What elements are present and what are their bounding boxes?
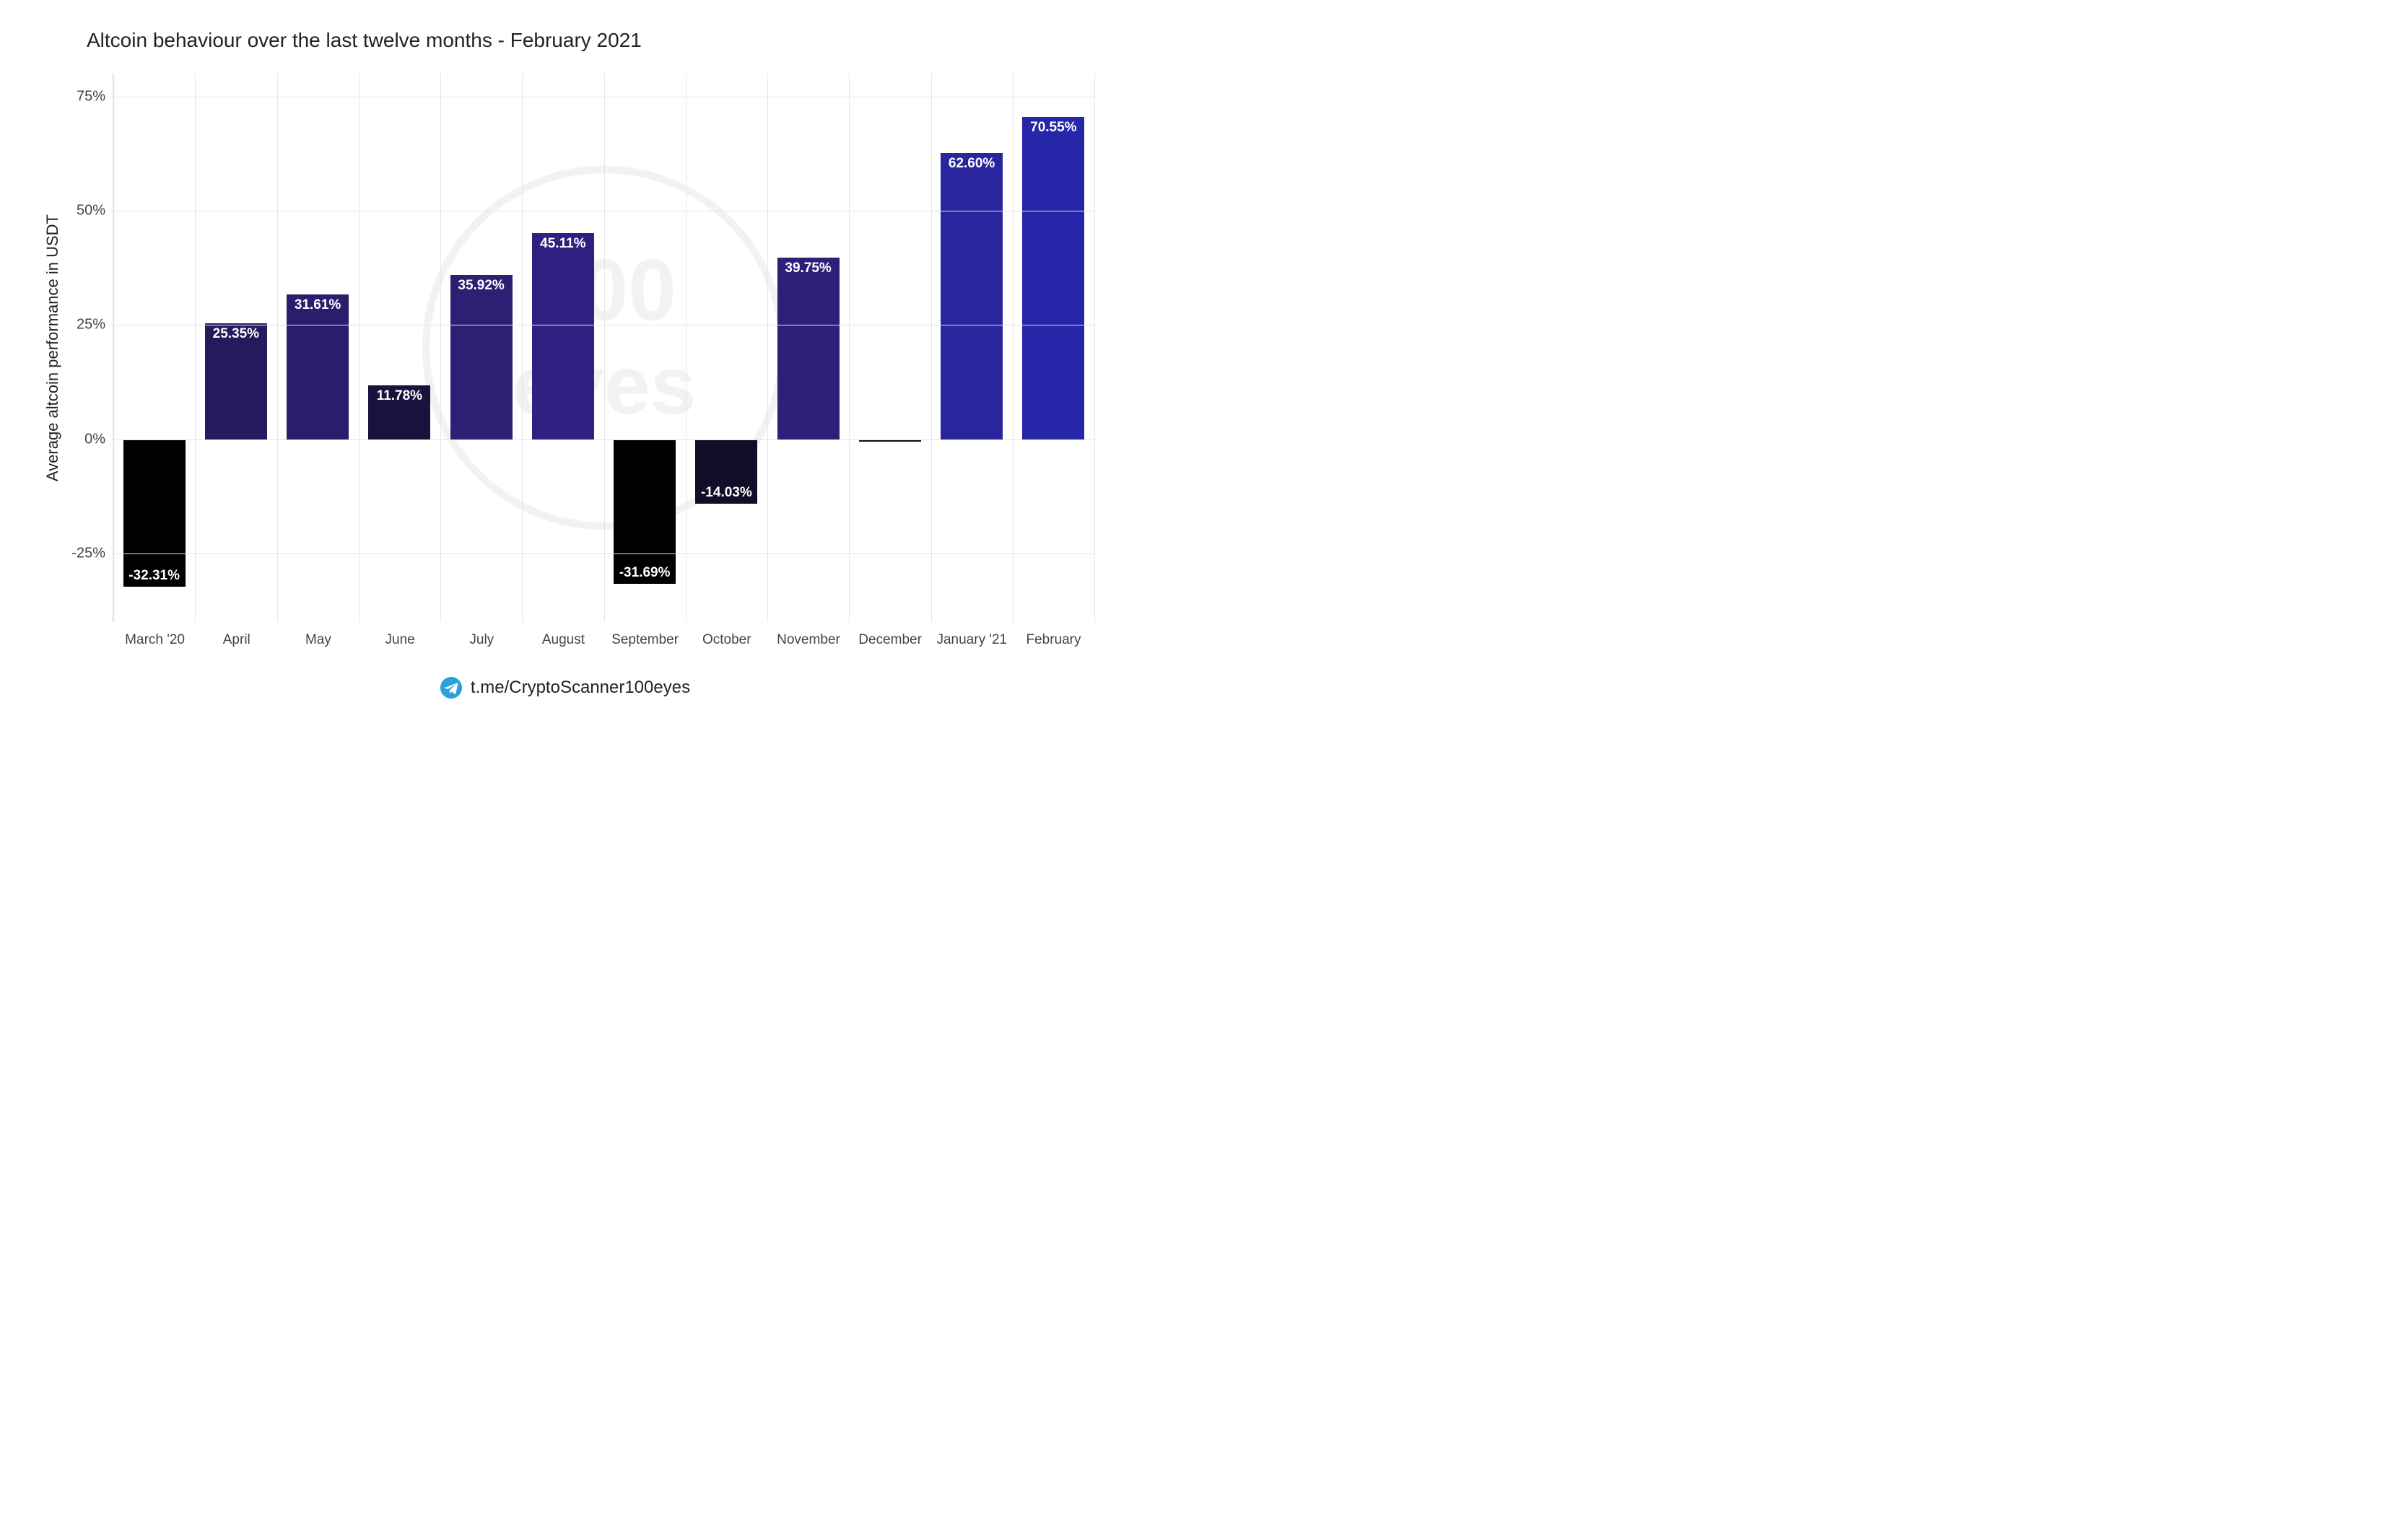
bar-slot: -32.31% xyxy=(113,74,195,622)
bar-slot: 70.55% xyxy=(1013,74,1094,622)
v-gridline xyxy=(440,74,441,622)
chart-grid: 100 eyes -32.31%25.35%31.61%11.78%35.92%… xyxy=(113,74,1094,622)
bar xyxy=(777,258,840,439)
y-tick-label: 0% xyxy=(84,431,105,447)
v-gridline xyxy=(931,74,932,622)
bar-value-label: -32.31% xyxy=(113,568,195,584)
bar-value-label: 62.60% xyxy=(931,156,1013,172)
x-tick-label: September xyxy=(604,632,686,648)
bar xyxy=(287,294,349,439)
v-gridline xyxy=(113,74,114,622)
x-tick-label: August xyxy=(523,632,604,648)
chart-container: Altcoin behaviour over the last twelve m… xyxy=(36,29,1094,699)
v-gridline xyxy=(767,74,768,622)
y-tick-label: 25% xyxy=(77,317,105,333)
x-tick-label: July xyxy=(441,632,523,648)
bar-value-label: 70.55% xyxy=(1013,120,1094,136)
bar-slot: -14.03% xyxy=(686,74,767,622)
bar xyxy=(1022,117,1084,439)
v-gridline xyxy=(1094,74,1095,622)
bar xyxy=(941,153,1003,439)
bar-value-label: -31.69% xyxy=(604,565,686,581)
bar-slot: -0.55% xyxy=(849,74,930,622)
y-axis-label: Average altcoin performance in USDT xyxy=(36,214,62,481)
bar-slot: 35.92% xyxy=(440,74,522,622)
bar xyxy=(123,439,186,587)
bar-value-label: 25.35% xyxy=(195,326,276,342)
bar-slot: -31.69% xyxy=(604,74,686,622)
bar-slot: 45.11% xyxy=(522,74,603,622)
bar-value-label: 39.75% xyxy=(767,261,849,276)
x-tick-label: May xyxy=(277,632,359,648)
footer: t.me/CryptoScanner100eyes xyxy=(36,677,1094,699)
bar xyxy=(614,439,676,585)
bar-slot: 39.75% xyxy=(767,74,849,622)
v-gridline xyxy=(195,74,196,622)
bar xyxy=(450,275,513,439)
x-tick-label: February xyxy=(1013,632,1094,648)
bar-value-label: 11.78% xyxy=(359,388,440,404)
y-tick-label: 75% xyxy=(77,88,105,105)
x-tick-label: November xyxy=(767,632,849,648)
x-tick-label: April xyxy=(196,632,277,648)
v-gridline xyxy=(522,74,523,622)
x-tick-label: December xyxy=(850,632,931,648)
bar-value-label: 35.92% xyxy=(440,278,522,294)
bar-slot: 11.78% xyxy=(359,74,440,622)
x-axis-labels: March '20AprilMayJuneJulyAugustSeptember… xyxy=(114,632,1094,648)
x-tick-label: June xyxy=(359,632,441,648)
v-gridline xyxy=(277,74,278,622)
bar xyxy=(532,233,594,439)
v-gridline xyxy=(604,74,605,622)
plot-area: Average altcoin performance in USDT -25%… xyxy=(36,74,1094,622)
chart-title: Altcoin behaviour over the last twelve m… xyxy=(87,29,1094,52)
y-tick-label: 50% xyxy=(77,203,105,219)
y-axis-ticks: -25% 0% 25% 50% 75% xyxy=(62,74,113,622)
footer-link[interactable]: t.me/CryptoScanner100eyes xyxy=(471,678,690,698)
bar-value-label: -0.55% xyxy=(849,423,930,439)
telegram-icon xyxy=(440,677,462,699)
x-tick-label: March '20 xyxy=(114,632,196,648)
x-tick-label: January '21 xyxy=(931,632,1013,648)
bar-value-label: 45.11% xyxy=(522,236,603,252)
bar-value-label: -14.03% xyxy=(686,485,767,501)
v-gridline xyxy=(1013,74,1014,622)
bar-slot: 62.60% xyxy=(931,74,1013,622)
x-tick-label: October xyxy=(686,632,767,648)
bar-slot: 31.61% xyxy=(277,74,359,622)
y-tick-label: -25% xyxy=(71,546,105,562)
v-gridline xyxy=(849,74,850,622)
bar-value-label: 31.61% xyxy=(277,297,359,313)
bar-slot: 25.35% xyxy=(195,74,276,622)
